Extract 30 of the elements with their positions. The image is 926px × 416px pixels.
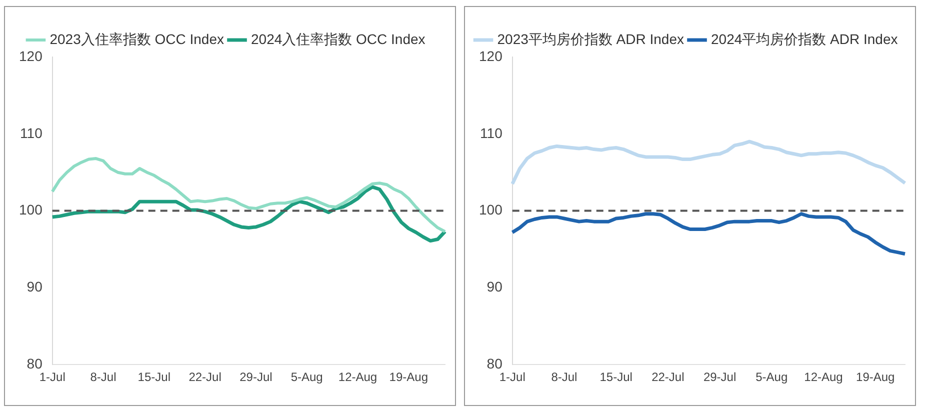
- x-tick-label: 12-Aug: [338, 370, 378, 384]
- legend-label: 2024入住率指数 OCC Index: [251, 30, 426, 47]
- x-tick-label: 12-Aug: [804, 370, 843, 384]
- y-tick-label: 100: [479, 202, 503, 218]
- y-tick-label: 110: [480, 124, 503, 141]
- x-tick-label: 29-Jul: [703, 370, 736, 384]
- x-tick-label: 8-Jul: [551, 370, 578, 384]
- legend-label: 2023平均房价指数 ADR Index: [497, 30, 684, 47]
- legend-label: 2023入住率指数 OCC Index: [50, 30, 224, 47]
- y-tick-label: 80: [26, 355, 43, 372]
- y-tick-label: 100: [19, 202, 43, 218]
- x-tick-label: 1-Jul: [39, 370, 66, 384]
- x-tick-label: 29-Jul: [240, 370, 272, 384]
- y-tick-label: 80: [486, 355, 503, 372]
- y-tick-label: 120: [479, 48, 503, 64]
- x-tick-label: 1-Jul: [499, 370, 526, 384]
- legend-label: 2024平均房价指数 ADR Index: [711, 30, 898, 47]
- x-tick-label: 5-Aug: [756, 370, 788, 384]
- x-tick-label: 15-Jul: [138, 370, 170, 384]
- x-tick-label: 5-Aug: [290, 370, 323, 384]
- y-tick-label: 90: [26, 278, 43, 295]
- y-tick-label: 120: [19, 48, 43, 64]
- x-tick-label: 22-Jul: [652, 370, 684, 384]
- x-tick-label: 22-Jul: [188, 370, 222, 384]
- x-tick-label: 19-Aug: [389, 370, 428, 384]
- x-tick-label: 19-Aug: [856, 370, 895, 384]
- y-tick-label: 90: [486, 278, 503, 295]
- y-tick-label: 110: [20, 124, 43, 141]
- x-tick-label: 8-Jul: [90, 370, 116, 384]
- x-tick-label: 15-Jul: [600, 370, 632, 384]
